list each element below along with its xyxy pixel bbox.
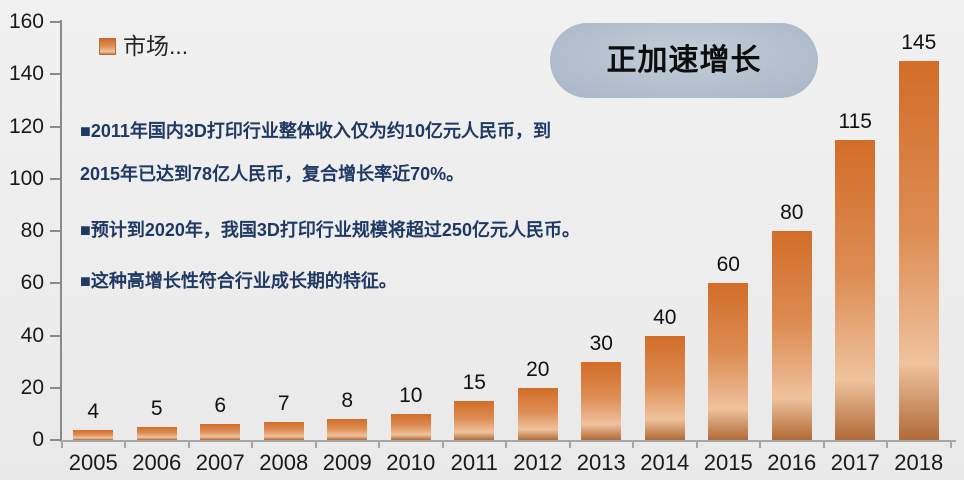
bar-2011 [454, 400, 495, 440]
bar-2012 [517, 387, 558, 440]
bar-2008 [263, 421, 304, 440]
bar-value-label: 5 [150, 396, 163, 420]
bar-value-label: 20 [526, 357, 550, 381]
y-axis-tick [50, 282, 61, 285]
bar-value-label: 60 [716, 253, 740, 277]
y-axis-tick [50, 125, 61, 128]
y-axis-tick [50, 177, 61, 180]
bar-2014 [644, 335, 685, 440]
bar-value-label: 115 [838, 109, 872, 133]
x-axis-tick [60, 441, 63, 448]
y-axis-tick-label: 100 [8, 166, 44, 190]
bar-2015 [708, 283, 749, 440]
bar-2016 [771, 231, 812, 440]
x-axis-category-label: 2007 [195, 450, 245, 475]
x-axis-category-label: 2011 [450, 450, 498, 475]
y-axis-tick-label: 60 [20, 271, 44, 295]
y-axis-tick-label: 40 [20, 323, 44, 347]
bar-value-label: 8 [341, 389, 354, 413]
bar-value-label: 40 [653, 305, 677, 329]
bar-2007 [200, 424, 241, 440]
annotation-line-2: 2015年已达到78亿人民币，复合增长率近70%。 [80, 164, 465, 184]
x-axis-tick [949, 441, 952, 448]
bar-value-label: 6 [214, 394, 227, 418]
bar-2006 [136, 426, 177, 440]
x-axis-category-label: 2014 [640, 450, 690, 475]
growth-callout-shape: 正加速增长 [550, 23, 818, 98]
x-axis-category-label: 2012 [513, 450, 563, 475]
bar-2010 [390, 413, 431, 440]
x-axis-tick [378, 441, 380, 448]
x-axis-tick [886, 441, 888, 448]
x-axis-tick [695, 441, 698, 448]
x-axis-category-label: 2013 [576, 450, 626, 475]
bar-value-label: 145 [901, 31, 937, 55]
y-axis-tick-label: 0 [32, 428, 44, 451]
chart-legend: 市场... [99, 27, 188, 61]
annotation-line-3: ■预计到2020年，我国3D打印行业规模将超过250亿元人民币。 [80, 220, 580, 240]
y-axis-tick-label: 80 [20, 219, 44, 242]
bar-2005 [73, 429, 114, 440]
bar-value-label: 7 [277, 391, 290, 415]
x-axis-category-label: 2016 [767, 450, 817, 475]
x-axis-category-label: 2010 [386, 450, 436, 475]
bar-2018 [898, 61, 939, 440]
x-axis-category-label: 2018 [894, 450, 944, 475]
y-axis-tick-label: 140 [8, 62, 44, 86]
x-axis-tick [822, 441, 825, 448]
x-axis-category-label: 2015 [703, 450, 753, 475]
y-axis-tick [50, 334, 61, 337]
x-axis-category-label: 2006 [132, 450, 182, 475]
x-axis-tick [124, 441, 126, 448]
x-axis-category-label: 2008 [259, 450, 309, 475]
y-axis-tick [50, 230, 61, 232]
bar-value-label: 15 [462, 370, 486, 394]
x-axis-tick [632, 441, 634, 448]
y-axis-tick [50, 21, 61, 23]
legend-series-label: 市场... [123, 33, 189, 59]
x-axis-tick [251, 441, 253, 448]
bar-value-label: 10 [399, 383, 423, 407]
bar-2009 [327, 419, 368, 440]
bar-value-label: 4 [87, 399, 100, 423]
x-axis-category-label: 2017 [830, 450, 880, 475]
annotation-line-4: ■这种高增长性符合行业成长期的特征。 [80, 271, 397, 291]
x-axis-category-label: 2005 [68, 450, 118, 475]
x-axis-tick [314, 441, 317, 448]
x-axis-tick [568, 441, 571, 448]
growth-callout-label: 正加速增长 [606, 44, 762, 77]
y-axis-tick-label: 160 [8, 10, 44, 33]
bar-value-label: 30 [589, 331, 613, 355]
legend-series-marker-icon [99, 37, 116, 55]
x-axis-category-label: 2009 [322, 450, 372, 475]
annotation-line-1: ■2011年国内3D打印行业整体收入仅为约10亿元人民币，到 [80, 121, 551, 141]
y-axis-tick [50, 386, 61, 389]
y-axis-tick [50, 439, 61, 441]
bar-value-label: 80 [780, 201, 804, 224]
x-axis-tick [187, 441, 190, 448]
x-axis-line [60, 440, 956, 442]
x-axis-tick [759, 441, 761, 448]
bar-2013 [581, 361, 622, 440]
y-axis-line [60, 20, 62, 441]
x-axis-tick [505, 441, 507, 448]
x-axis-tick [441, 441, 444, 448]
bar-2017 [835, 139, 876, 440]
y-axis-tick [50, 73, 61, 76]
y-axis-tick-label: 120 [8, 114, 44, 138]
y-axis-tick-label: 20 [20, 375, 44, 399]
